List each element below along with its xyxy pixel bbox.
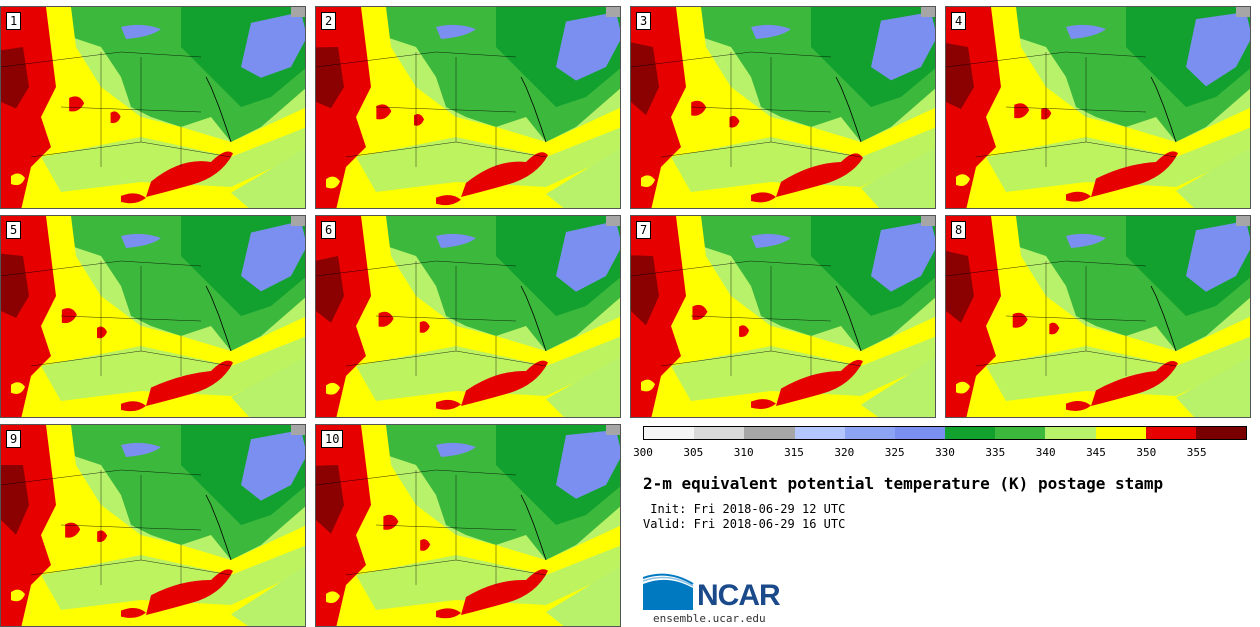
colorbar-tick-label: 330 (935, 446, 955, 459)
colorbar-segment (1095, 427, 1146, 439)
member-number-label: 3 (636, 12, 652, 30)
member-number-label: 4 (951, 12, 967, 30)
colorbar-segment (844, 427, 895, 439)
colorbar-tick-label: 315 (784, 446, 804, 459)
init-value: Fri 2018-06-29 12 UTC (693, 502, 846, 516)
init-time: Init: Fri 2018-06-29 12 UTC (643, 502, 845, 516)
colorbar-tick-label: 335 (985, 446, 1006, 459)
member-number-label: 2 (321, 12, 337, 30)
member-number-label: 7 (636, 221, 652, 239)
colorbar (643, 426, 1247, 440)
member-map-panel: 6 (315, 215, 621, 418)
member-number-label: 6 (321, 221, 337, 239)
valid-label: Valid: (643, 517, 687, 531)
member-number-label: 1 (6, 12, 22, 30)
colorbar-segment (1045, 427, 1096, 439)
page-title: 2-m equivalent potential temperature (K)… (643, 474, 1164, 493)
colorbar-tick-label: 305 (683, 446, 704, 459)
colorbar-segment (1145, 427, 1196, 439)
member-map-panel: 2 (315, 6, 621, 209)
ncar-logo-icon (643, 573, 694, 610)
member-number-label: 8 (951, 221, 967, 239)
colorbar-tick-label: 340 (1035, 446, 1056, 459)
member-map-panel: 7 (630, 215, 936, 418)
ncar-wordmark: NCAR (697, 579, 781, 612)
valid-time: Valid: Fri 2018-06-29 16 UTC (643, 517, 845, 531)
member-number-label: 9 (6, 430, 22, 448)
member-map-panel: 10 (315, 424, 621, 627)
member-map-panel: 9 (0, 424, 306, 627)
colorbar-tick-label: 310 (733, 446, 754, 459)
website-url: ensemble.ucar.edu (653, 612, 766, 625)
colorbar-tick-label: 355 (1186, 446, 1207, 459)
colorbar-segment (1195, 427, 1247, 439)
colorbar-segment (794, 427, 845, 439)
colorbar-tick-label: 325 (884, 446, 905, 459)
colorbar-segment (894, 427, 946, 439)
valid-value: Fri 2018-06-29 16 UTC (693, 517, 846, 531)
colorbar-segment (945, 427, 996, 439)
member-number-label: 10 (321, 430, 344, 448)
colorbar-segment (744, 427, 795, 439)
colorbar-tick-label: 320 (834, 446, 855, 459)
member-map-panel: 4 (945, 6, 1251, 209)
member-map-panel: 1 (0, 6, 306, 209)
member-number-label: 5 (6, 221, 22, 239)
member-map-panel: 8 (945, 215, 1251, 418)
colorbar-segment (644, 427, 695, 439)
colorbar-tick-label: 345 (1086, 446, 1106, 459)
member-map-panel: 5 (0, 215, 306, 418)
init-label: Init: (643, 502, 687, 516)
colorbar-tick-label: 350 (1136, 446, 1157, 459)
colorbar-tick-label: 300 (633, 446, 653, 459)
colorbar-segment (694, 427, 745, 439)
colorbar-segment (995, 427, 1046, 439)
member-map-panel: 3 (630, 6, 936, 209)
